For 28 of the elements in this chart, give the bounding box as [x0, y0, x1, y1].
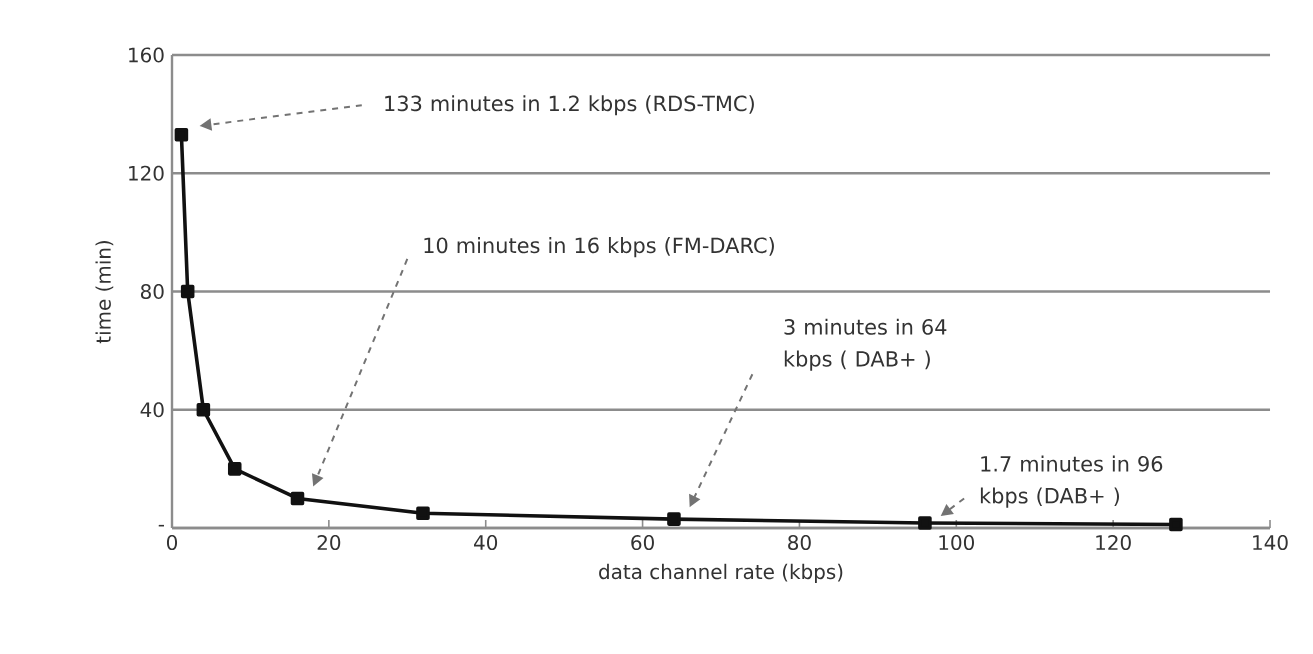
x-tick-label: 20	[317, 535, 341, 551]
y-tick-label: 120	[129, 165, 164, 181]
annotation: 10 minutes in 16 kbps (FM-DARC)	[424, 237, 774, 258]
point	[667, 512, 681, 526]
y-tick-label: 160	[129, 47, 164, 63]
y-axis-title: time (min)	[95, 241, 114, 344]
x-tick-label: 60	[631, 535, 654, 551]
x-tick-label: 140	[1253, 535, 1288, 551]
annotation: 3 minutes in 64 kbps ( DAB+ )	[784, 318, 947, 371]
x-tick-label: 100	[939, 535, 974, 551]
point	[290, 491, 305, 506]
x-tick-label: 120	[1096, 535, 1131, 551]
point	[918, 516, 932, 530]
x-axis-title: data channel rate (kbps)	[599, 563, 843, 584]
y-tick-label: 80	[140, 283, 164, 300]
x-tick-label: 40	[474, 535, 498, 551]
point	[416, 506, 430, 520]
annotation: 133 minutes in 1.2 kbps (RDS-TMC)	[385, 95, 754, 116]
x-tick-label: 80	[788, 535, 811, 551]
point	[227, 462, 242, 476]
point	[174, 128, 189, 142]
x-tick-label: 0	[166, 535, 178, 551]
y-tick-label: 40	[140, 402, 164, 418]
point	[180, 284, 195, 299]
annotation: 1.7 minutes in 96 kbps (DAB+ )	[980, 455, 1163, 508]
y-tick-label: -	[158, 524, 164, 527]
point	[1169, 517, 1183, 532]
point	[196, 402, 211, 417]
